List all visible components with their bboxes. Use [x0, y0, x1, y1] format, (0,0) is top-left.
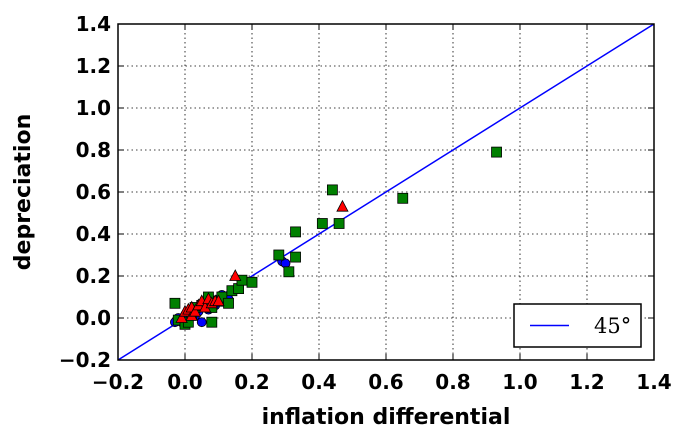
data-point-square	[273, 249, 285, 261]
data-point-square	[223, 297, 234, 309]
x-tick-labels: −0.2 0.0 0.2 0.4 0.6 0.8 1.0 1.2 1.4	[92, 370, 672, 394]
x-tick-label: 0.2	[234, 370, 269, 394]
data-point-triangle	[212, 294, 225, 307]
x-tick-label: 0.4	[301, 370, 336, 394]
y-tick-label: 0.8	[76, 138, 111, 162]
data-point-triangle	[336, 199, 349, 212]
data-point-triangle	[175, 311, 188, 323]
axis-ticks	[117, 23, 655, 361]
data-point-square	[283, 266, 295, 278]
y-tick-label: 0.2	[76, 264, 111, 288]
legend-label: 45°	[594, 314, 631, 338]
data-point-square	[206, 316, 218, 328]
data-point-square	[333, 218, 345, 229]
y-tick-label: −0.2	[59, 348, 111, 372]
data-point-square	[316, 218, 328, 229]
data-point-square	[326, 184, 338, 196]
legend: 45°	[513, 303, 642, 348]
y-tick-label: 0.0	[76, 306, 111, 330]
y-tick-label: 0.4	[76, 222, 111, 246]
x-tick-label: 1.4	[636, 370, 671, 394]
data-point-square	[397, 192, 409, 204]
y-tick-label: 1.4	[76, 12, 111, 36]
data-point-triangle	[229, 269, 242, 281]
x-tick-label: 1.2	[569, 370, 604, 394]
x-tick-label: 0.0	[167, 370, 202, 394]
data-point-circle	[196, 317, 207, 328]
data-point-square	[491, 146, 502, 158]
data-point-triangle	[188, 304, 202, 317]
x-tick-label: −0.2	[92, 370, 144, 394]
data-point-square	[169, 297, 181, 309]
data-points-group	[169, 146, 502, 330]
data-point-square	[290, 251, 301, 263]
y-tick-label: 1.2	[76, 54, 111, 78]
data-point-square	[290, 226, 301, 238]
x-axis-label: inflation differential	[262, 405, 511, 430]
y-tick-labels: −0.2 0.0 0.2 0.4 0.6 0.8 1.0 1.2 1.4	[59, 12, 111, 372]
y-axis-label: depreciation	[11, 114, 36, 270]
x-tick-label: 0.8	[435, 370, 470, 394]
y-tick-label: 0.6	[76, 180, 111, 204]
x-tick-label: 0.6	[368, 370, 403, 394]
data-point-square	[246, 276, 258, 288]
y-tick-label: 1.0	[76, 96, 111, 120]
x-tick-label: 1.0	[502, 370, 537, 394]
